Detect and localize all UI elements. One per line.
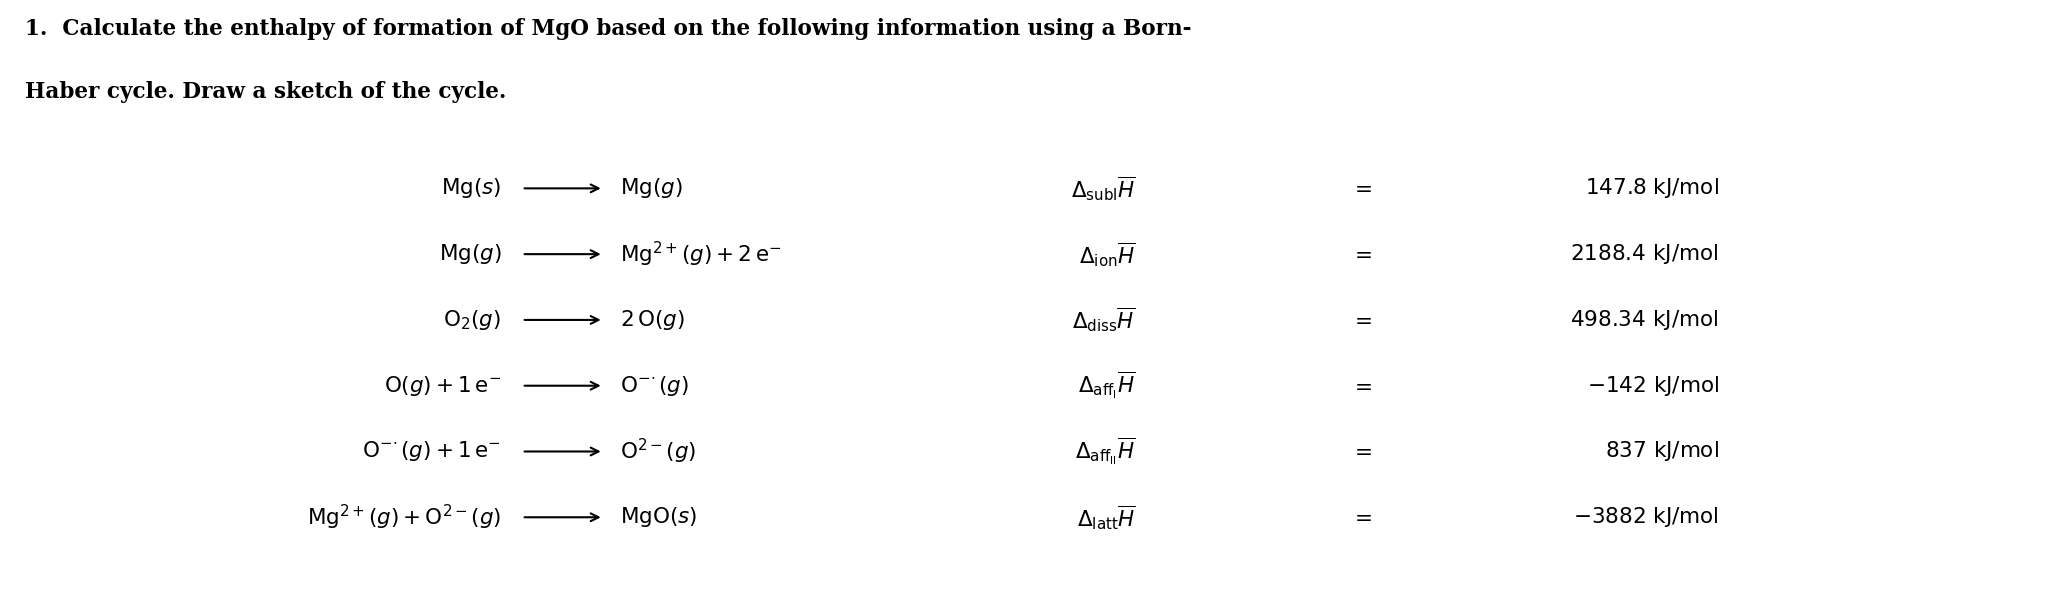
Text: $-3882\ \mathrm{kJ/mol}$: $-3882\ \mathrm{kJ/mol}$ [1573, 505, 1719, 529]
Text: $\mathrm{Mg}^{2+}(g) + \mathrm{O}^{2-}(g)$: $\mathrm{Mg}^{2+}(g) + \mathrm{O}^{2-}(g… [307, 503, 501, 532]
Text: $\mathrm{Mg}(g)$: $\mathrm{Mg}(g)$ [620, 176, 683, 200]
Text: $\Delta_{\mathrm{ion}}\overline{H}$: $\Delta_{\mathrm{ion}}\overline{H}$ [1078, 240, 1136, 269]
Text: $\mathrm{MgO}(s)$: $\mathrm{MgO}(s)$ [620, 505, 698, 529]
Text: $\mathrm{Mg}^{2+}(g) + 2\,\mathrm{e}^{-}$: $\mathrm{Mg}^{2+}(g) + 2\,\mathrm{e}^{-}… [620, 240, 782, 269]
Text: $\Delta_{\mathrm{latt}}\overline{H}$: $\Delta_{\mathrm{latt}}\overline{H}$ [1076, 503, 1136, 532]
Text: $-142\ \mathrm{kJ/mol}$: $-142\ \mathrm{kJ/mol}$ [1586, 374, 1719, 398]
Text: $\mathrm{O}^{2-}(g)$: $\mathrm{O}^{2-}(g)$ [620, 437, 696, 466]
Text: $=$: $=$ [1350, 441, 1371, 462]
Text: $=$: $=$ [1350, 244, 1371, 264]
Text: $\mathrm{Mg}(s)$: $\mathrm{Mg}(s)$ [442, 176, 501, 200]
Text: $=$: $=$ [1350, 310, 1371, 330]
Text: $\mathrm{O}(g) + 1\,\mathrm{e}^{-}$: $\mathrm{O}(g) + 1\,\mathrm{e}^{-}$ [385, 374, 501, 398]
Text: Haber cycle. Draw a sketch of the cycle.: Haber cycle. Draw a sketch of the cycle. [25, 81, 505, 103]
Text: $=$: $=$ [1350, 376, 1371, 396]
Text: $\Delta_{\mathrm{diss}}\overline{H}$: $\Delta_{\mathrm{diss}}\overline{H}$ [1072, 306, 1136, 334]
Text: $\mathrm{O}^{-\!\cdot}(g) + 1\,\mathrm{e}^{-}$: $\mathrm{O}^{-\!\cdot}(g) + 1\,\mathrm{e… [362, 440, 501, 463]
Text: $\Delta_{\mathrm{subl}}\overline{H}$: $\Delta_{\mathrm{subl}}\overline{H}$ [1070, 174, 1136, 203]
Text: 1.  Calculate the enthalpy of formation of MgO based on the following informatio: 1. Calculate the enthalpy of formation o… [25, 18, 1191, 40]
Text: $\Delta_{\mathrm{aff_{II}}}\overline{H}$: $\Delta_{\mathrm{aff_{II}}}\overline{H}$ [1076, 436, 1136, 467]
Text: $2\,\mathrm{O}(g)$: $2\,\mathrm{O}(g)$ [620, 308, 685, 332]
Text: $2188.4\ \mathrm{kJ/mol}$: $2188.4\ \mathrm{kJ/mol}$ [1571, 242, 1719, 266]
Text: $\mathrm{Mg}(g)$: $\mathrm{Mg}(g)$ [438, 242, 501, 266]
Text: $\mathrm{O}^{-\!\cdot}(g)$: $\mathrm{O}^{-\!\cdot}(g)$ [620, 374, 690, 398]
Text: $837\ \mathrm{kJ/mol}$: $837\ \mathrm{kJ/mol}$ [1604, 440, 1719, 463]
Text: $147.8\ \mathrm{kJ/mol}$: $147.8\ \mathrm{kJ/mol}$ [1586, 176, 1719, 200]
Text: $=$: $=$ [1350, 507, 1371, 527]
Text: $498.34\ \mathrm{kJ/mol}$: $498.34\ \mathrm{kJ/mol}$ [1571, 308, 1719, 332]
Text: $=$: $=$ [1350, 178, 1371, 199]
Text: $\Delta_{\mathrm{aff_I}}\overline{H}$: $\Delta_{\mathrm{aff_I}}\overline{H}$ [1078, 370, 1136, 401]
Text: $\mathrm{O}_2(g)$: $\mathrm{O}_2(g)$ [444, 308, 501, 332]
